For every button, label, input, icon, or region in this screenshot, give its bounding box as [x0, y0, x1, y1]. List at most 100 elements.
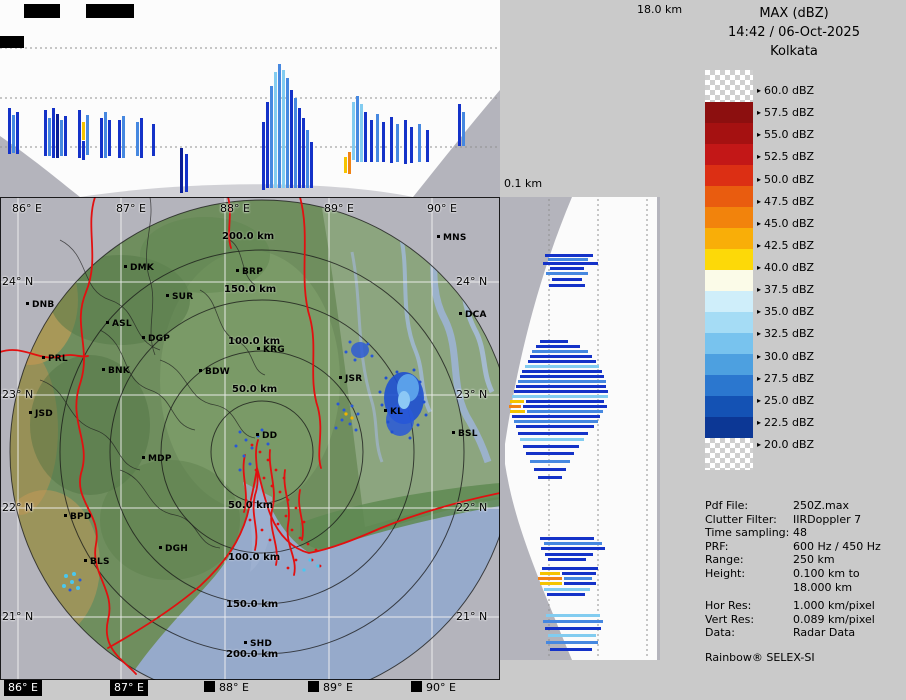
- echo-bar: [180, 148, 183, 193]
- info-row: Clutter Filter: IIRDoppler 7: [705, 513, 905, 527]
- level-arrow-icon: ▸: [757, 395, 762, 405]
- info-label: Hor Res:: [705, 599, 752, 613]
- echo-bar: [64, 116, 67, 156]
- echo-bar: [108, 120, 111, 156]
- info-label: Time sampling:: [705, 526, 790, 540]
- colorbar-level-label: ▸ 50.0 dBZ: [757, 172, 815, 186]
- echo-bar: [352, 102, 355, 160]
- echo-bar: [426, 130, 429, 162]
- level-arrow-icon: ▸: [757, 240, 762, 250]
- echo-bar: [516, 385, 606, 388]
- echo-bar: [370, 120, 373, 162]
- product-datetime: 14:42 / 06-Oct-2025: [728, 25, 860, 40]
- echo-bar: [306, 130, 309, 188]
- info-value: 0.100 km to: [793, 566, 860, 580]
- echo-bar: [545, 254, 593, 257]
- level-arrow-icon: ▸: [757, 373, 762, 383]
- echo-bar: [564, 577, 592, 580]
- level-arrow-icon: ▸: [757, 417, 762, 427]
- info-value: 600 Hz / 450 Hz: [793, 539, 881, 553]
- echo-bar: [546, 614, 600, 617]
- echo-bar: [526, 452, 574, 455]
- echo-bar: [262, 122, 265, 190]
- echo-bar: [410, 127, 413, 163]
- colorbar-level-label: ▸ 40.0 dBZ: [757, 261, 815, 274]
- echo-bar: [298, 108, 301, 188]
- colorbar-band: [705, 123, 753, 144]
- level-arrow-icon: ▸: [757, 218, 762, 228]
- station-name: Kolkata: [770, 44, 818, 59]
- colorbar-overflow-checker-bottom: [705, 438, 753, 470]
- echo-bar: [140, 118, 143, 158]
- echo-bar: [562, 572, 596, 575]
- legend-panel: MAX (dBZ) 14:42 / 06-Oct-2025 Kolkata ▸ 6…: [660, 0, 906, 700]
- level-arrow-icon: ▸: [757, 108, 762, 118]
- info-row: Pdf File: 250Z.max: [705, 499, 905, 513]
- echo-bar: [78, 110, 81, 158]
- map-echoes: [62, 340, 428, 592]
- level-arrow-icon: ▸: [757, 174, 762, 184]
- echo-bar: [564, 582, 596, 585]
- info-row: Height: 0.100 km to: [705, 567, 905, 581]
- echo-bar: [104, 112, 107, 158]
- echo-bar: [536, 345, 580, 348]
- echo-bar: [546, 272, 588, 275]
- echo-bar: [458, 104, 461, 146]
- echo-bar: [382, 122, 385, 162]
- colorbar-overflow-checker-top: [705, 70, 753, 102]
- product-info: Pdf File: 250Z.max Clutter Filter: IIRDoppl…: [705, 499, 905, 640]
- info-row: 18.000 km: [705, 581, 905, 595]
- colorbar-band: [705, 396, 753, 417]
- info-value: 250 km: [793, 553, 835, 567]
- echo-bar: [86, 115, 89, 155]
- echo-bar: [527, 410, 603, 413]
- colorbar-level-label: ▸ 57.5 dBZ: [757, 106, 815, 120]
- echo-bar: [540, 582, 562, 585]
- info-value: IIRDoppler 7: [793, 512, 862, 526]
- info-value: 48: [793, 526, 807, 540]
- colorbar-level-label: ▸ 42.5 dBZ: [757, 238, 815, 252]
- echo-bar: [270, 86, 273, 188]
- echo-bar: [526, 400, 604, 403]
- colorbar-band: [705, 270, 753, 291]
- echo-bar: [546, 641, 598, 644]
- info-value: 0.089 km/pixel: [793, 612, 875, 626]
- echo-bar: [548, 558, 586, 561]
- colorbar-level-label: ▸ 60.0 dBZ: [757, 84, 815, 97]
- info-value: 18.000 km: [793, 580, 853, 594]
- info-label: Data:: [705, 626, 735, 640]
- echo-bar: [376, 114, 379, 162]
- echo-bar: [82, 122, 85, 140]
- colorbar-band: [705, 249, 753, 270]
- info-row: Vert Res: 0.089 km/pixel: [705, 613, 905, 627]
- colorbar-level-label: ▸ 47.5 dBZ: [757, 194, 815, 208]
- colorbar-level-label: ▸ 22.5 dBZ: [757, 415, 815, 429]
- info-row: Data: Radar Data: [705, 626, 905, 640]
- coastline-detail-dots: [244, 443, 322, 570]
- echo-bar: [286, 78, 289, 188]
- echo-bar: [512, 395, 608, 398]
- echo-bar: [364, 112, 367, 162]
- echo-bar: [512, 415, 600, 418]
- colorbar-level-label: ▸ 27.5 dBZ: [757, 371, 815, 385]
- colorbar-bands: [705, 102, 753, 438]
- colorbar-band: [705, 165, 753, 186]
- echo-bar: [122, 116, 125, 158]
- range-rings: [9, 199, 500, 680]
- echo-bar: [550, 267, 584, 270]
- info-row: PRF: 600 Hz / 450 Hz: [705, 540, 905, 554]
- echo-bar: [344, 157, 347, 173]
- info-row: Hor Res: 1.000 km/pixel: [705, 599, 905, 613]
- info-value: 250Z.max: [793, 499, 849, 512]
- echo-bar: [516, 425, 594, 428]
- echo-bar: [514, 420, 598, 423]
- echo-bar: [510, 400, 524, 403]
- colorbar-level-label: ▸ 20.0 dBZ: [757, 438, 815, 451]
- echo-bar: [302, 118, 305, 188]
- echo-bar: [518, 432, 588, 435]
- echo-bar: [12, 115, 15, 153]
- state-boundaries: [0, 197, 500, 675]
- colorbar-level-label: ▸ 52.5 dBZ: [757, 150, 815, 164]
- echo-bar: [518, 380, 606, 383]
